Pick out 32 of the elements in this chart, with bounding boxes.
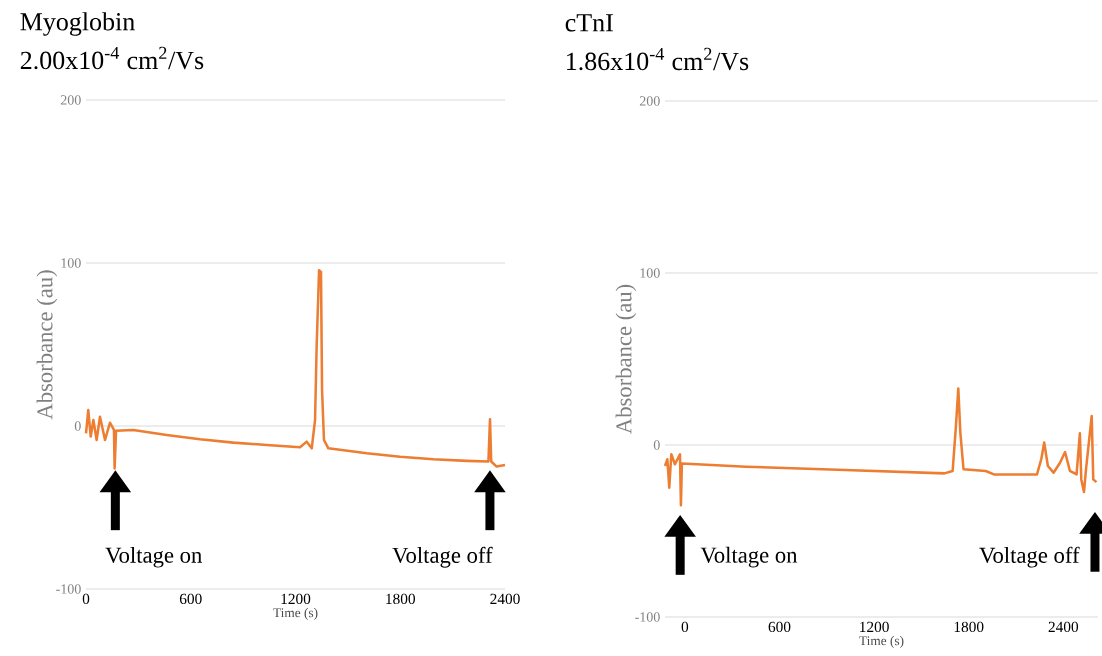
annotation: Voltage off: [392, 546, 493, 568]
y-tick-label: 100: [640, 268, 660, 278]
x-tick-label: 0: [681, 621, 689, 633]
y-tick-label: 200: [639, 96, 660, 106]
chart-title: Myoglobin: [20, 12, 135, 36]
x-tick-label: 2400: [1048, 621, 1079, 633]
y-tick-label: 0: [653, 440, 660, 450]
x-axis-title: Time (s): [273, 607, 318, 620]
x-axis-title: Time (s): [859, 635, 904, 648]
chart-subtitle: 2.00x10$^{-4}$ cm$^{2}$/Vs: [20, 46, 204, 70]
line-series: [663, 387, 1098, 507]
chart-subtitle: 1.86x10$^{-4}$ cm$^{2}$/Vs: [567, 47, 749, 71]
x-tick-label: 1200: [860, 621, 889, 633]
x-tick-label: 2400: [490, 593, 520, 605]
annotation: Voltage on: [105, 546, 202, 568]
x-tick-label: 0: [82, 593, 90, 605]
y-tick-label: 100: [61, 258, 81, 268]
chart-title: cTnI: [565, 14, 613, 32]
y-axis-title: Absorbance (au): [36, 270, 58, 420]
line-series: [84, 269, 507, 470]
x-tick-label: 600: [179, 593, 202, 605]
x-tick-label: 1800: [386, 593, 416, 605]
x-tick-label: 1200: [281, 593, 311, 605]
y-tick-label: 0: [74, 421, 81, 431]
annotation: Voltage off: [979, 546, 1080, 568]
y-tick-label: -100: [56, 584, 81, 594]
y-tick-label: 200: [60, 95, 81, 105]
y-axis-title: Absorbance (au): [615, 284, 637, 434]
x-tick-label: 1800: [954, 621, 984, 633]
x-tick-label: 600: [768, 621, 791, 633]
annotation: Voltage on: [700, 546, 798, 568]
y-tick-label: -100: [635, 612, 660, 622]
